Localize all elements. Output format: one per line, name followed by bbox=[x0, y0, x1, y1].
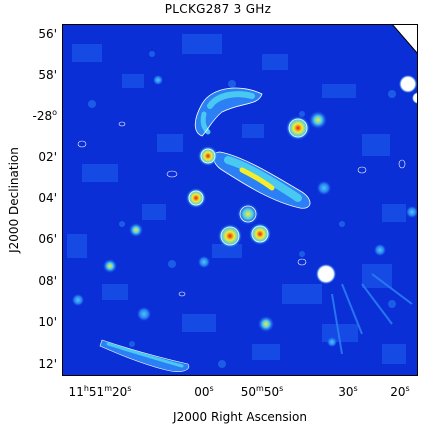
y-tick-label: 08' bbox=[38, 274, 57, 288]
x-tick-label: 50m50s bbox=[240, 384, 284, 399]
map-background bbox=[62, 24, 418, 376]
radio-map bbox=[62, 24, 418, 376]
compact-source bbox=[406, 206, 418, 218]
x-tick-label: 11h51m20s bbox=[68, 384, 132, 399]
compact-source bbox=[327, 337, 337, 347]
sidelobe-streaks bbox=[331, 273, 413, 355]
compact-source bbox=[317, 181, 331, 195]
x-axis-title: J2000 Right Ascension bbox=[173, 410, 307, 424]
y-tick-label: 12' bbox=[38, 357, 57, 371]
compact-source bbox=[309, 111, 327, 129]
saturated-source bbox=[316, 264, 336, 284]
y-tick-label: 56' bbox=[38, 27, 57, 41]
noise-speckle bbox=[88, 51, 396, 368]
x-axis-ticks: 11h51m20s 00s 50m50s 30s 20s bbox=[62, 380, 418, 404]
compact-source bbox=[137, 307, 151, 321]
compact-source bbox=[103, 259, 117, 273]
y-tick-label: 10' bbox=[38, 315, 57, 329]
x-tick-label: 30s bbox=[338, 384, 358, 399]
y-tick-label: 02' bbox=[38, 150, 57, 164]
compact-source bbox=[374, 244, 386, 256]
compact-source bbox=[129, 223, 143, 237]
compact-source bbox=[72, 294, 84, 306]
compact-source bbox=[258, 316, 274, 332]
saturated-source bbox=[399, 75, 417, 93]
y-tick-label: 06' bbox=[38, 232, 57, 246]
y-tick-label: 58' bbox=[38, 68, 57, 82]
y-tick-label: 04' bbox=[38, 191, 57, 205]
y-tick-label: -28o bbox=[32, 108, 57, 123]
x-tick-label: 20s bbox=[390, 384, 410, 399]
faint-contours bbox=[77, 121, 406, 297]
noise-texture bbox=[67, 34, 406, 364]
y-axis-title: J2000 Declination bbox=[7, 147, 21, 253]
x-tick-label: 00s bbox=[194, 384, 214, 399]
compact-source bbox=[153, 75, 163, 85]
compact-source bbox=[218, 224, 242, 248]
compact-source bbox=[198, 256, 210, 268]
saturated-source bbox=[412, 92, 418, 104]
compact-source bbox=[286, 116, 310, 140]
image-title: PLCKG287 3 GHz bbox=[164, 2, 272, 16]
y-axis-ticks: 56' 58' -28o 02' 04' 06' 08' 10' 12' bbox=[0, 24, 60, 376]
